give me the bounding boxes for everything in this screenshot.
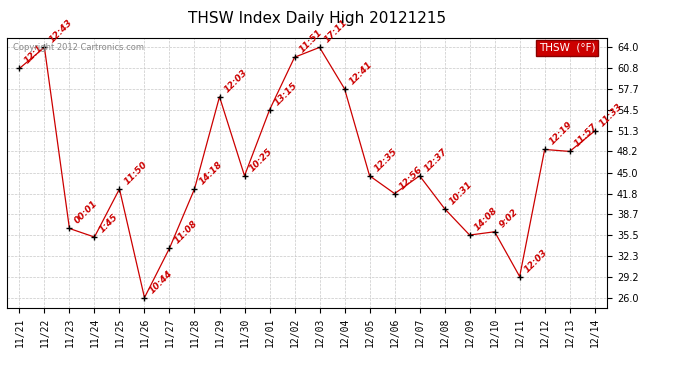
Text: 11:33: 11:33 (598, 102, 624, 128)
Text: 12:56: 12:56 (397, 164, 424, 191)
Text: 10:44: 10:44 (148, 268, 174, 295)
Text: 12:37: 12:37 (422, 147, 449, 173)
Text: 11:50: 11:50 (122, 160, 149, 186)
Text: 12:1: 12:1 (22, 44, 45, 66)
Text: 10:31: 10:31 (448, 180, 474, 206)
Text: 10:25: 10:25 (248, 147, 274, 173)
Text: 12:03: 12:03 (222, 68, 249, 94)
Text: 00:01: 00:01 (72, 199, 99, 226)
Text: 14:08: 14:08 (473, 206, 500, 232)
Text: 11:08: 11:08 (172, 219, 199, 246)
Text: 12:19: 12:19 (548, 120, 574, 147)
Text: 11:57: 11:57 (573, 122, 600, 149)
Text: 1:45: 1:45 (97, 212, 119, 234)
Text: 13:15: 13:15 (273, 81, 299, 107)
Text: 12:41: 12:41 (348, 60, 374, 86)
Text: 12:43: 12:43 (48, 18, 74, 45)
Text: 17:11: 17:11 (322, 18, 349, 45)
Text: THSW  (°F): THSW (°F) (539, 43, 595, 53)
Text: 9:02: 9:02 (497, 207, 520, 229)
Text: 11:51: 11:51 (297, 28, 324, 55)
Text: THSW Index Daily High 20121215: THSW Index Daily High 20121215 (188, 11, 446, 26)
Text: Copyright 2012 Cartronics.com: Copyright 2012 Cartronics.com (13, 43, 144, 52)
Text: 14:18: 14:18 (197, 160, 224, 186)
Text: 12:03: 12:03 (522, 247, 549, 274)
Text: 12:35: 12:35 (373, 147, 400, 173)
